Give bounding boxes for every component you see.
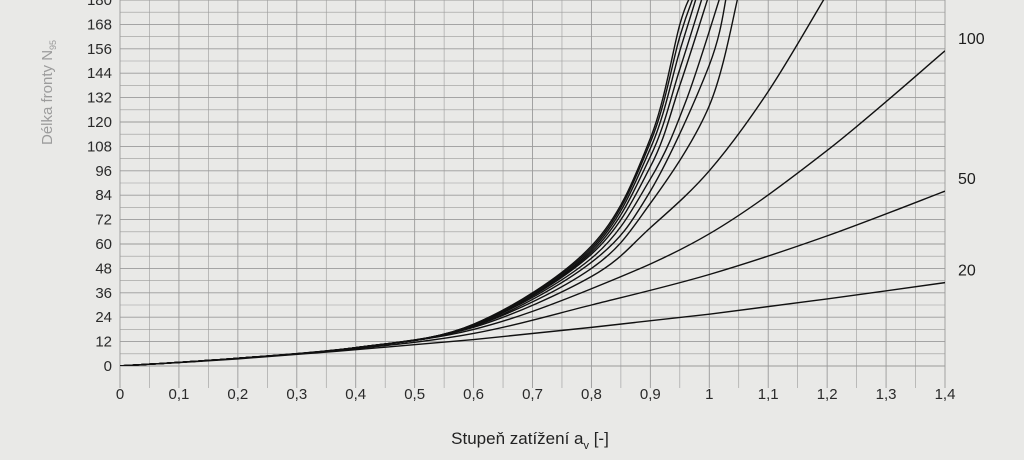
x-tick-label: 0,2	[227, 386, 248, 403]
x-tick-label: 1	[705, 386, 713, 403]
x-tick-label: 0,6	[463, 386, 484, 403]
y-tick-label: 12	[95, 334, 112, 351]
x-tick-label: 0,5	[404, 386, 425, 403]
grid	[119, 0, 946, 388]
x-axis-title-subscript: v	[583, 440, 589, 452]
series-label: 100	[958, 31, 985, 48]
series-label: 50	[958, 171, 976, 188]
y-tick-label: 48	[95, 260, 112, 277]
x-tick-labels: 0 0,1 0,2 0,3 0,4 0,5 0,6 0,7 0,8 0,9 1 1,1 1,2 1,3 1,…	[116, 386, 956, 403]
y-tick-label: 156	[87, 41, 112, 58]
x-tick-label: 0	[116, 386, 124, 403]
y-tick-label: 96	[95, 163, 112, 180]
y-tick-label: 108	[87, 138, 112, 155]
y-tick-label: 24	[95, 309, 112, 326]
y-tick-label: 60	[95, 236, 112, 253]
y-tick-label: 168	[87, 16, 112, 33]
x-tick-label: 1,2	[817, 386, 838, 403]
x-tick-label: 0,4	[345, 386, 366, 403]
y-tick-labels: 0 12 24 36 48 60 72 84 96 108 120 132 144 156 168 180	[87, 0, 112, 375]
x-tick-label: 1,3	[876, 386, 897, 403]
x-tick-label: 1,1	[758, 386, 779, 403]
x-tick-label: 0,7	[522, 386, 543, 403]
series-label: 20	[958, 263, 976, 280]
y-tick-label: 180	[87, 0, 112, 9]
y-tick-label: 132	[87, 90, 112, 107]
y-tick-label: 36	[95, 285, 112, 302]
x-tick-label: 1,4	[935, 386, 956, 403]
y-tick-label: 0	[104, 358, 112, 375]
x-tick-label: 0,9	[640, 386, 661, 403]
x-tick-label: 0,1	[168, 386, 189, 403]
y-tick-label: 72	[95, 212, 112, 229]
series-lines	[120, 0, 945, 366]
x-axis-title: Stupeň zatížení av [-]	[451, 429, 609, 452]
x-tick-label: 0,8	[581, 386, 602, 403]
y-tick-label: 84	[95, 187, 112, 204]
series-labels: 20 50 100	[958, 31, 985, 280]
y-tick-label: 120	[87, 114, 112, 131]
x-tick-label: 0,3	[286, 386, 307, 403]
y-axis-title: Délka fronty N95	[39, 40, 58, 145]
series-line	[120, 0, 690, 366]
y-tick-label: 144	[87, 65, 112, 82]
